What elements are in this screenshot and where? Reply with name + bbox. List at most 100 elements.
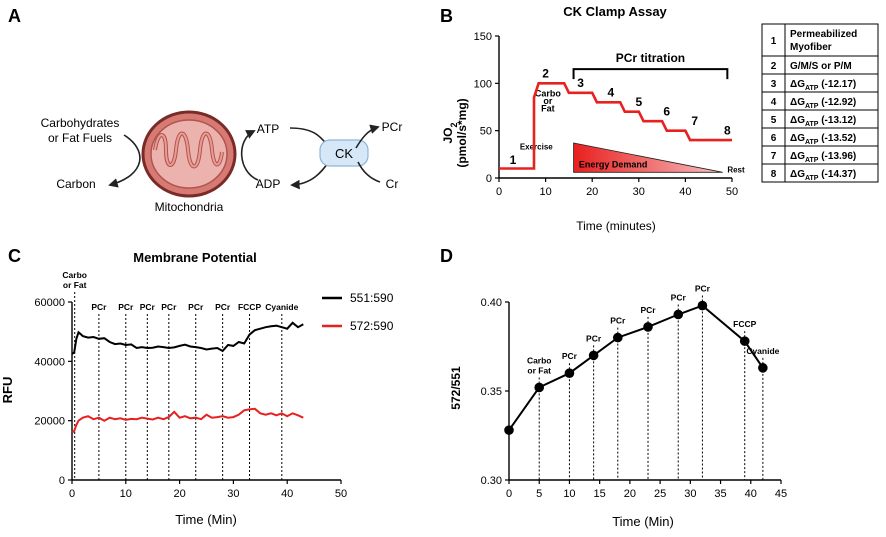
chart-c-event-label: PCr bbox=[118, 302, 134, 312]
chart-b-step-label: 3 bbox=[577, 76, 584, 90]
svg-text:JO2: JO2 bbox=[441, 122, 459, 143]
chart-c-x-tick-label: 40 bbox=[281, 488, 293, 500]
chart-c-y-tick-label: 60000 bbox=[34, 297, 65, 309]
chart-d-point bbox=[564, 368, 575, 379]
table-dg-subscript: ATP bbox=[805, 121, 819, 128]
chart-d-event-label: or Fat bbox=[527, 365, 551, 375]
chart-b-x-tick-label: 0 bbox=[496, 186, 502, 198]
table-row-dg: ΔGATP (-13.12) bbox=[790, 115, 856, 128]
panel-a-schematic: Carbohydrates or Fat Fuels Carbon Mitoch… bbox=[41, 110, 402, 214]
chart-d-event-label: Carbo bbox=[527, 355, 552, 365]
chart-d-ylabel: 572/551 bbox=[449, 366, 463, 410]
table-dg-value: (-13.96) bbox=[818, 151, 856, 162]
chart-c-y-tick-label: 40000 bbox=[34, 356, 65, 368]
chart-b-step-label: 4 bbox=[607, 86, 614, 100]
chart-b-ylabel-units: (pmol/s*mg) bbox=[455, 98, 469, 167]
chart-b-y-tick-label: 150 bbox=[474, 31, 492, 43]
table-row-number: 2 bbox=[771, 61, 777, 72]
chart-b-x-tick-label: 40 bbox=[679, 186, 691, 198]
chart-b-step-label: 6 bbox=[663, 105, 670, 119]
chart-d-point bbox=[739, 336, 750, 346]
chart-b-step-label: 7 bbox=[691, 114, 698, 128]
chart-d-event-label: PCr bbox=[562, 351, 578, 361]
atp-label: ATP bbox=[257, 122, 279, 136]
cr-label: Cr bbox=[386, 177, 399, 191]
chart-d-event-label: PCr bbox=[671, 292, 687, 302]
adp-to-atp-arrow bbox=[240, 130, 259, 181]
chart-c-x-tick-label: 0 bbox=[69, 488, 75, 500]
chart-d-y-tick-label: 0.35 bbox=[481, 386, 502, 398]
chart-d-x-tick-label: 20 bbox=[624, 488, 636, 500]
table-row-number: 4 bbox=[771, 97, 777, 108]
chart-d-event-label: PCr bbox=[640, 305, 656, 315]
chart-c-series-line-551:590 bbox=[71, 321, 304, 355]
chart-d-x-tick-label: 45 bbox=[775, 488, 787, 500]
chart-d-x-tick-label: 0 bbox=[506, 488, 512, 500]
chart-b-xlabel: Time (minutes) bbox=[576, 219, 656, 233]
chart-c-event-label: PCr bbox=[140, 302, 156, 312]
chart-b-step-label: 1 bbox=[510, 153, 517, 167]
table-dg-value: (-14.37) bbox=[818, 169, 856, 180]
table-row-dg: ΔGATP (-12.92) bbox=[790, 97, 856, 110]
chart-b-pcr-titration-label: PCr titration bbox=[616, 51, 685, 65]
chart-c-event-label: Cyanide bbox=[265, 302, 298, 312]
chart-b-x-tick-label: 30 bbox=[633, 186, 645, 198]
chart-c-event-label: PCr bbox=[91, 302, 107, 312]
chart-c-event-label: PCr bbox=[161, 302, 177, 312]
mitochondria-icon bbox=[141, 110, 237, 198]
table-dg-value: (-12.92) bbox=[818, 97, 856, 108]
table-row-dg: ΔGATP (-13.52) bbox=[790, 133, 856, 146]
chart-d-point bbox=[504, 425, 514, 435]
chart-d-y-tick-label: 0.30 bbox=[481, 475, 502, 487]
chart-c-series-line-572:590 bbox=[71, 407, 304, 434]
chart-b-x-tick-label: 50 bbox=[726, 186, 738, 198]
chart-d-event-label: FCCP bbox=[733, 319, 756, 329]
chart-b-y-tick-label: 100 bbox=[474, 78, 492, 90]
chart-b-energy-demand-label: Energy Demand bbox=[579, 160, 648, 170]
chart-d-point bbox=[697, 300, 708, 311]
chart-b-step-label: 8 bbox=[724, 123, 731, 137]
table-dg-symbol: ΔG bbox=[790, 151, 805, 162]
chart-c-y-tick-label: 0 bbox=[59, 475, 65, 487]
chart-c-event-label: Carbo bbox=[62, 270, 87, 280]
table-row-dg: ΔGATP (-12.17) bbox=[790, 79, 856, 92]
table-dg-subscript: ATP bbox=[805, 85, 819, 92]
fuel-to-carbon-arrow bbox=[108, 134, 141, 188]
chart-c-ylabel: RFU bbox=[0, 377, 15, 404]
chart-d-point bbox=[643, 322, 653, 332]
chart-c-legend-label: 572:590 bbox=[350, 319, 394, 333]
panel-letter-a: A bbox=[8, 6, 21, 26]
chart-b-step-label: 5 bbox=[635, 95, 642, 109]
chart-b-rest-label: Rest bbox=[727, 165, 745, 174]
table-row-number: 7 bbox=[771, 151, 777, 162]
table-row-number: 6 bbox=[771, 133, 777, 144]
chart-b-title: CK Clamp Assay bbox=[563, 4, 667, 19]
chart-c: Membrane Potential 0 10 20 30 40 50 0 20000 4000… bbox=[0, 250, 394, 527]
chart-c-x-tick-label: 10 bbox=[120, 488, 132, 500]
chart-d-point bbox=[673, 309, 684, 320]
ck-label: CK bbox=[335, 146, 353, 161]
chart-b-exercise-label: Exercise bbox=[520, 143, 553, 152]
chart-b-x-tick-label: 20 bbox=[586, 186, 598, 198]
table-dg-subscript: ATP bbox=[805, 157, 819, 164]
chart-c-legend-label: 551:590 bbox=[350, 291, 394, 305]
table-row-dg: ΔGATP (-14.37) bbox=[790, 169, 856, 182]
chart-d-x-tick-label: 30 bbox=[684, 488, 696, 500]
panel-letter-b: B bbox=[440, 6, 453, 26]
table-row-number: 1 bbox=[771, 36, 777, 47]
chart-c-event-label: PCr bbox=[188, 302, 204, 312]
table-row-text: Myofiber bbox=[790, 42, 832, 53]
chart-c-event-label: or Fat bbox=[63, 280, 87, 290]
chart-b-ylabel: JO2 (pmol/s*mg) bbox=[441, 98, 469, 167]
table-row-number: 8 bbox=[771, 169, 777, 180]
table-frame bbox=[761, 23, 879, 183]
table-dg-symbol: ΔG bbox=[790, 133, 805, 144]
table-dg-value: (-13.52) bbox=[818, 133, 856, 144]
table-row-number: 3 bbox=[771, 79, 777, 90]
chart-d-point bbox=[758, 363, 768, 373]
fuel-label-line2: or Fat Fuels bbox=[48, 131, 112, 145]
chart-d-xlabel: Time (Min) bbox=[612, 514, 674, 529]
table-row-text: Permeabilized bbox=[790, 29, 857, 40]
